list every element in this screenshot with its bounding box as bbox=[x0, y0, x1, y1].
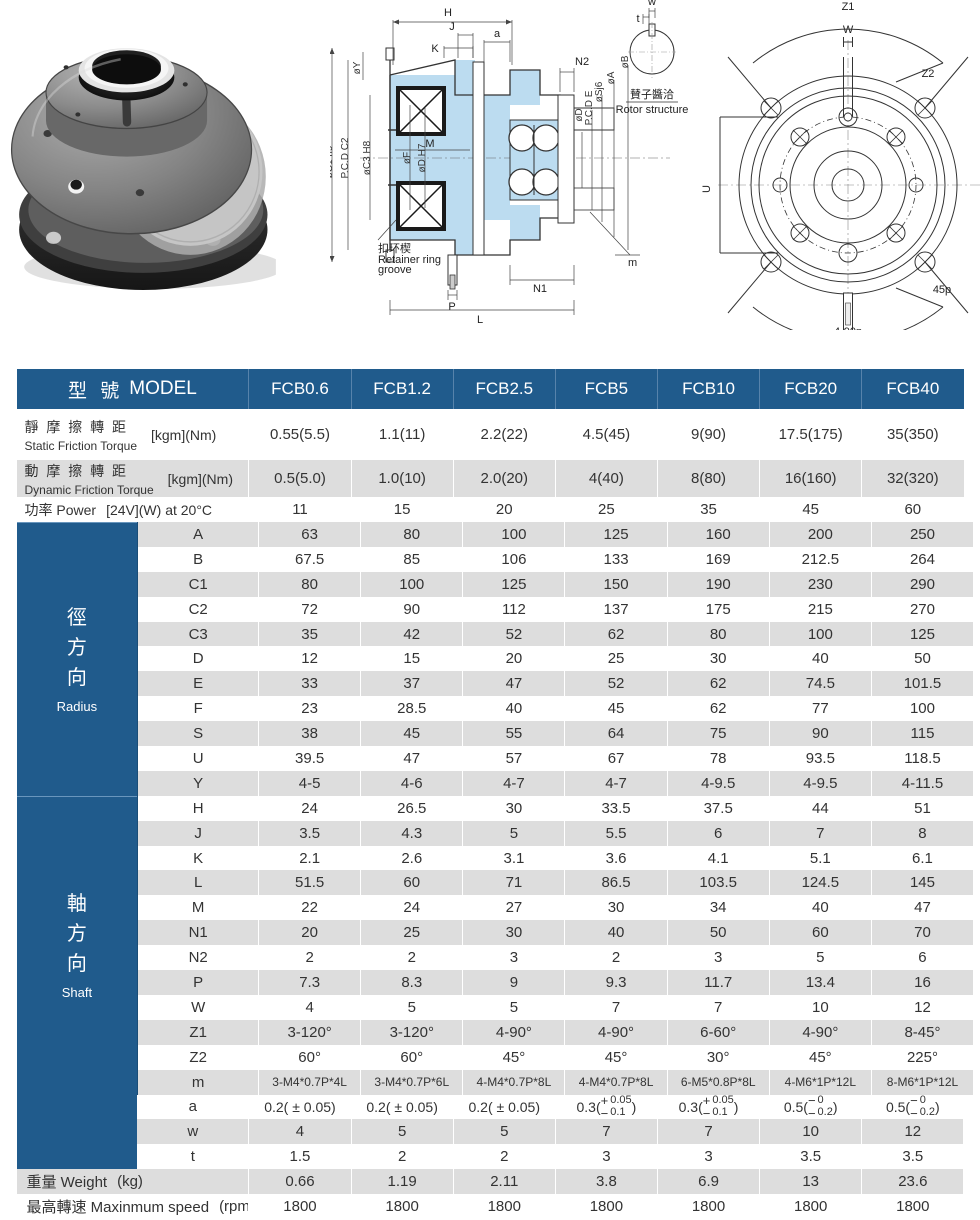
svg-text:K: K bbox=[431, 43, 439, 55]
svg-text:M: M bbox=[425, 138, 434, 150]
svg-text:t: t bbox=[636, 13, 639, 25]
svg-text:Rotor structure: Rotor structure bbox=[616, 104, 689, 116]
svg-text:N1: N1 bbox=[533, 283, 547, 295]
svg-text:H: H bbox=[444, 7, 452, 19]
svg-text:a: a bbox=[494, 28, 501, 40]
svg-text:øY: øY bbox=[352, 61, 363, 74]
svg-text:U: U bbox=[701, 185, 713, 193]
svg-text:N2: N2 bbox=[575, 56, 589, 68]
svg-text:45p: 45p bbox=[933, 284, 951, 296]
svg-text:øSj6: øSj6 bbox=[594, 81, 605, 102]
svg-text:Z2: Z2 bbox=[922, 68, 935, 80]
svg-text:L: L bbox=[477, 314, 483, 326]
svg-text:Z1: Z1 bbox=[842, 1, 855, 13]
svg-text:4-90p: 4-90p bbox=[834, 326, 862, 330]
svg-text:groove: groove bbox=[378, 264, 412, 276]
svg-text:w: w bbox=[647, 0, 656, 8]
svg-text:øA: øA bbox=[606, 71, 617, 84]
svg-text:J: J bbox=[449, 21, 455, 33]
svg-text:P.C.D C2: P.C.D C2 bbox=[340, 137, 351, 178]
svg-text:øF: øF bbox=[402, 152, 413, 164]
svg-text:扣环楔: 扣环楔 bbox=[378, 241, 411, 255]
svg-text:W: W bbox=[843, 24, 854, 36]
svg-text:øC3 H8: øC3 H8 bbox=[362, 140, 373, 175]
svg-text:øC1 h9: øC1 h9 bbox=[330, 145, 335, 178]
svg-text:賛子醬洽: 賛子醬洽 bbox=[630, 87, 674, 101]
svg-text:m: m bbox=[628, 257, 637, 269]
svg-text:P: P bbox=[448, 301, 455, 313]
svg-text:øB: øB bbox=[620, 55, 631, 68]
